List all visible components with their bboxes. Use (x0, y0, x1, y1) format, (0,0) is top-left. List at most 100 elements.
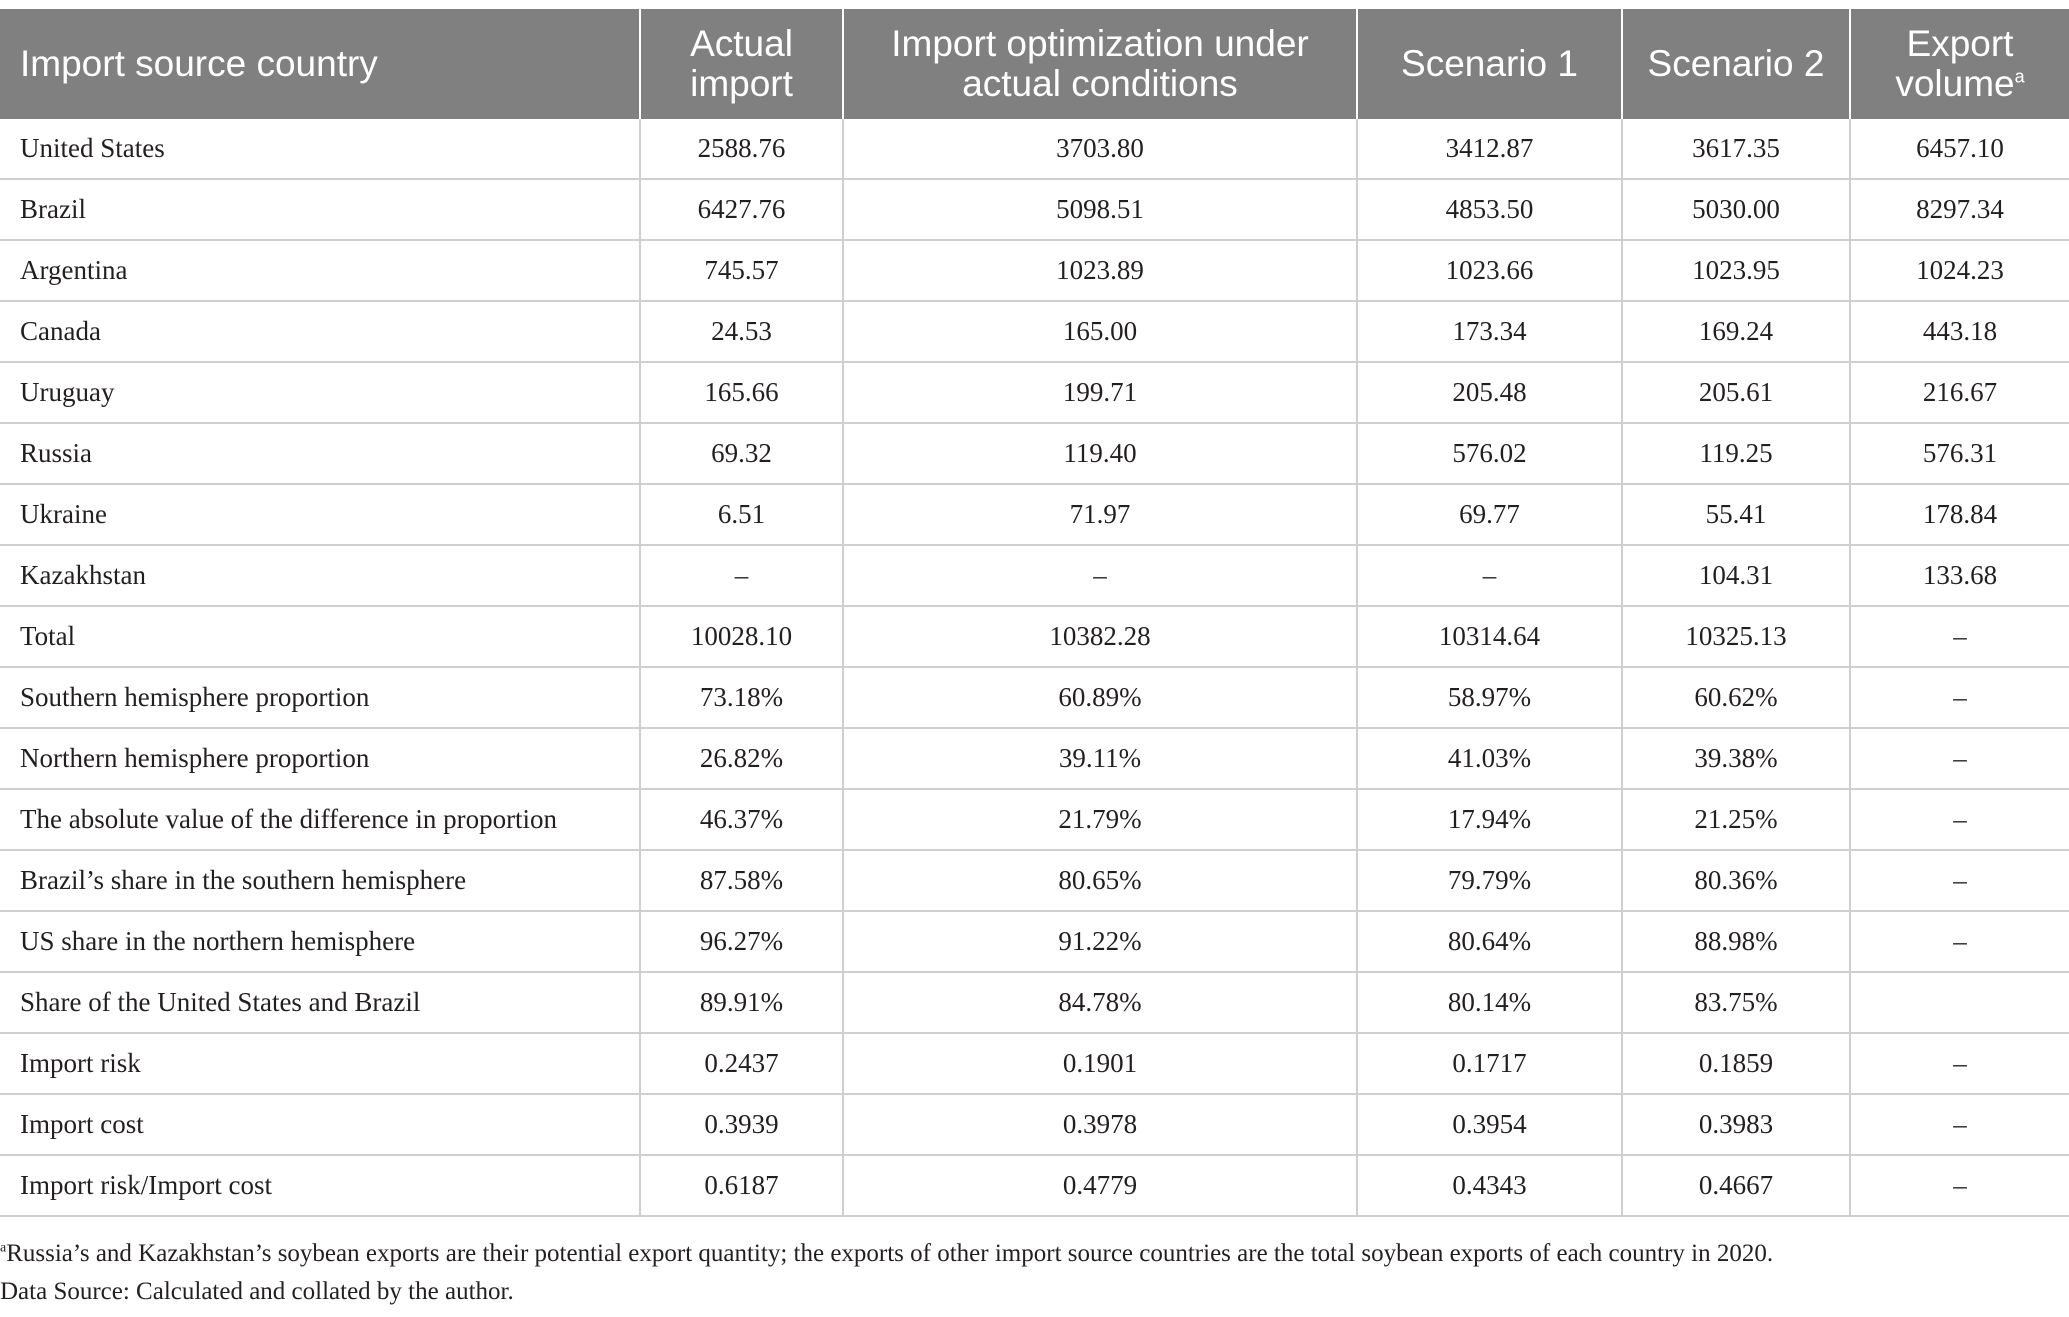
value-cell: – (1850, 667, 2069, 729)
value-cell: 80.14% (1357, 972, 1623, 1034)
value-cell: 8297.34 (1850, 179, 2069, 241)
value-cell: 1023.95 (1622, 240, 1851, 302)
table-row: Import risk/Import cost 0.6187 0.4779 0.434… (0, 1155, 2069, 1217)
value-cell: – (640, 545, 844, 607)
value-cell: 1023.89 (843, 240, 1358, 302)
header-actual-import: Actual import (640, 9, 844, 119)
value-cell: 71.97 (843, 484, 1358, 546)
value-cell: 165.66 (640, 362, 844, 424)
value-cell: – (1850, 789, 2069, 851)
value-cell: 58.97% (1357, 667, 1623, 729)
row-label-cell: Kazakhstan (0, 545, 641, 607)
value-cell: 104.31 (1622, 545, 1851, 607)
value-cell: 216.67 (1850, 362, 2069, 424)
value-cell: 4853.50 (1357, 179, 1623, 241)
value-cell: 73.18% (640, 667, 844, 729)
row-label-cell: Canada (0, 301, 641, 363)
table-row: US share in the northern hemisphere 96.27… (0, 911, 2069, 973)
value-cell: 24.53 (640, 301, 844, 363)
table-row: Canada 24.53 165.00 173.34 169.24 443.18 (0, 301, 2069, 363)
value-cell: 165.00 (843, 301, 1358, 363)
value-cell (1850, 972, 2069, 1034)
value-cell: 0.4779 (843, 1155, 1358, 1217)
table-row: Kazakhstan – – –104.31 133.68 (0, 545, 2069, 607)
value-cell: 87.58% (640, 850, 844, 912)
value-cell: – (1850, 728, 2069, 790)
value-cell: 83.75% (1622, 972, 1851, 1034)
value-cell: 84.78% (843, 972, 1358, 1034)
value-cell: 5030.00 (1622, 179, 1851, 241)
footnote-text: Russia’s and Kazakhstan’s soybean export… (6, 1240, 1774, 1267)
row-label-cell: The absolute value of the difference in … (0, 789, 641, 851)
row-label-cell: Import risk (0, 1033, 641, 1095)
header-scenario-1: Scenario 1 (1357, 9, 1623, 119)
value-cell: 178.84 (1850, 484, 2069, 546)
value-cell: 2588.76 (640, 119, 844, 180)
table-body: United States 2588.76 3703.80 3412.87 3617.3… (0, 119, 2069, 1217)
value-cell: 60.89% (843, 667, 1358, 729)
value-cell: 5098.51 (843, 179, 1358, 241)
table-row: Import risk 0.2437 0.1901 0.1717 0.1859– (0, 1033, 2069, 1095)
header-import-source-country: Import source country (0, 9, 641, 119)
value-cell: 576.02 (1357, 423, 1623, 485)
value-cell: 173.34 (1357, 301, 1623, 363)
value-cell: 199.71 (843, 362, 1358, 424)
value-cell: 205.61 (1622, 362, 1851, 424)
value-cell: – (1850, 1033, 2069, 1095)
value-cell: 6457.10 (1850, 119, 2069, 180)
value-cell: 0.4343 (1357, 1155, 1623, 1217)
value-cell: 55.41 (1622, 484, 1851, 546)
table-row: Brazil 6427.76 5098.51 4853.50 5030.00 8297.3… (0, 179, 2069, 241)
row-label-cell: Uruguay (0, 362, 641, 424)
value-cell: 205.48 (1357, 362, 1623, 424)
header-footnote-marker: a (2014, 66, 2025, 87)
row-label-cell: Total (0, 606, 641, 668)
value-cell: 576.31 (1850, 423, 2069, 485)
value-cell: 0.1901 (843, 1033, 1358, 1095)
value-cell: 133.68 (1850, 545, 2069, 607)
value-cell: 21.25% (1622, 789, 1851, 851)
value-cell: 17.94% (1357, 789, 1623, 851)
value-cell: 0.2437 (640, 1033, 844, 1095)
header-row: Import source country Actual import Impo… (0, 9, 2069, 119)
table-header: Import source country Actual import Impo… (0, 9, 2069, 119)
value-cell: 46.37% (640, 789, 844, 851)
header-export-volume-label: Export volume (1895, 23, 2015, 104)
table-row: The absolute value of the difference in … (0, 789, 2069, 851)
value-cell: 26.82% (640, 728, 844, 790)
value-cell: 10382.28 (843, 606, 1358, 668)
value-cell: 443.18 (1850, 301, 2069, 363)
value-cell: 41.03% (1357, 728, 1623, 790)
value-cell: 3617.35 (1622, 119, 1851, 180)
value-cell: 69.77 (1357, 484, 1623, 546)
table-row: Uruguay 165.66 199.71 205.48 205.61 216.67 (0, 362, 2069, 424)
value-cell: 80.64% (1357, 911, 1623, 973)
value-cell: 119.25 (1622, 423, 1851, 485)
value-cell: 0.4667 (1622, 1155, 1851, 1217)
table-row: Brazil’s share in the southern hemispher… (0, 850, 2069, 912)
row-label-cell: Argentina (0, 240, 641, 302)
row-label-cell: Southern hemisphere proportion (0, 667, 641, 729)
value-cell: 39.11% (843, 728, 1358, 790)
table-row: Ukraine 6.51 71.97 69.77 55.41 178.84 (0, 484, 2069, 546)
table-row: Northern hemisphere proportion 26.82% 39.1… (0, 728, 2069, 790)
footnote-a: aRussia’s and Kazakhstan’s soybean expor… (0, 1235, 2060, 1273)
value-cell: 6427.76 (640, 179, 844, 241)
value-cell: – (843, 545, 1358, 607)
table-row: Import cost 0.3939 0.3978 0.3954 0.3983– (0, 1094, 2069, 1156)
row-label-cell: Brazil’s share in the southern hemispher… (0, 850, 641, 912)
value-cell: – (1850, 850, 2069, 912)
table-row: Southern hemisphere proportion 73.18% 60.8… (0, 667, 2069, 729)
row-label-cell: Russia (0, 423, 641, 485)
value-cell: 39.38% (1622, 728, 1851, 790)
value-cell: 0.1859 (1622, 1033, 1851, 1095)
value-cell: 80.65% (843, 850, 1358, 912)
value-cell: – (1850, 1094, 2069, 1156)
value-cell: – (1357, 545, 1623, 607)
row-label-cell: Import risk/Import cost (0, 1155, 641, 1217)
table-footnotes: aRussia’s and Kazakhstan’s soybean expor… (0, 1235, 2060, 1311)
value-cell: 0.3983 (1622, 1094, 1851, 1156)
value-cell: 119.40 (843, 423, 1358, 485)
value-cell: – (1850, 606, 2069, 668)
value-cell: 21.79% (843, 789, 1358, 851)
